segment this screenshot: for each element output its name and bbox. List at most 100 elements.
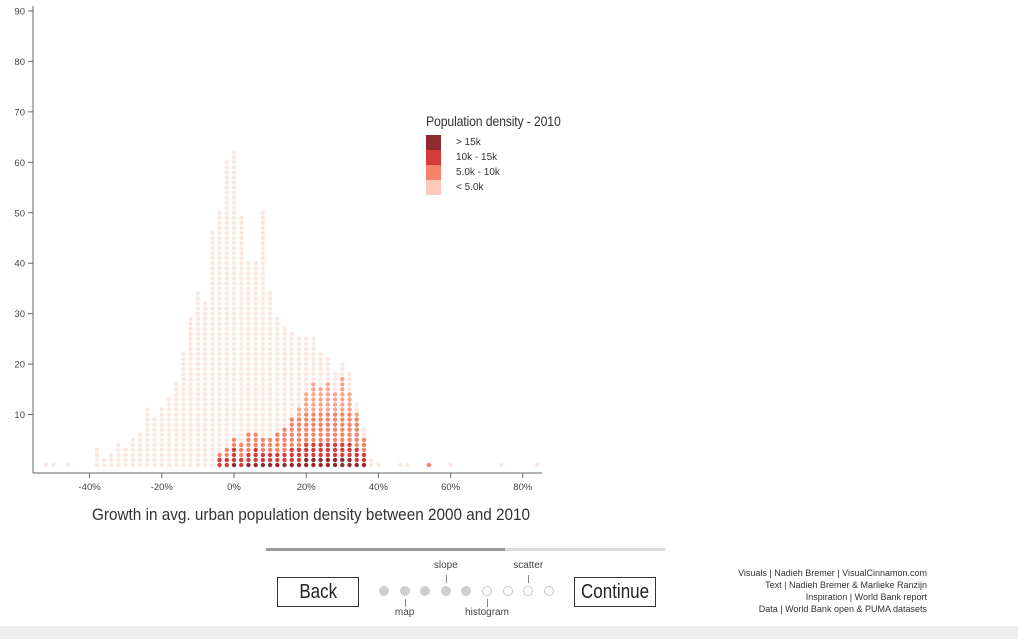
data-dot — [304, 417, 309, 422]
data-dot — [137, 432, 143, 437]
data-dot — [231, 225, 237, 231]
data-dot — [152, 457, 157, 463]
data-dot — [332, 452, 338, 458]
data-dot — [239, 422, 244, 427]
data-dot — [224, 462, 229, 468]
step-dot[interactable] — [482, 586, 492, 596]
data-dot — [282, 361, 287, 367]
data-dot — [296, 452, 302, 458]
data-dot — [210, 255, 215, 261]
data-dot — [253, 306, 258, 311]
data-dot — [260, 412, 266, 417]
data-dot — [275, 316, 280, 321]
data-dot — [137, 437, 143, 442]
data-dot — [202, 377, 208, 382]
data-dot — [325, 462, 331, 468]
data-dot — [152, 462, 157, 468]
data-dot — [231, 346, 237, 352]
step-dot[interactable] — [399, 586, 410, 596]
data-dot — [246, 427, 251, 432]
data-dot — [224, 240, 229, 246]
x-tick-label: -40% — [79, 482, 102, 493]
data-dot — [289, 397, 294, 402]
data-dot — [174, 437, 179, 442]
data-dot — [325, 452, 331, 458]
data-dot — [181, 452, 186, 458]
data-dot — [188, 447, 193, 453]
y-tick-label: 30 — [14, 309, 25, 320]
data-dot — [332, 422, 338, 427]
data-dot — [296, 351, 302, 357]
data-dot — [246, 462, 251, 468]
data-dot — [267, 291, 273, 296]
data-dot — [376, 462, 381, 468]
data-dot — [202, 346, 208, 352]
data-dot — [231, 235, 237, 241]
data-dot — [188, 316, 193, 321]
data-dot — [217, 427, 222, 432]
data-dot — [332, 437, 338, 442]
data-dot — [159, 462, 164, 468]
data-dot — [239, 311, 244, 316]
data-dot — [289, 356, 294, 362]
data-dot — [231, 215, 237, 220]
step-label[interactable]: map — [394, 607, 415, 618]
data-dot — [224, 457, 229, 463]
data-dot — [181, 427, 186, 432]
data-dot — [318, 366, 323, 372]
data-dot — [195, 346, 201, 352]
data-dot — [318, 371, 323, 377]
data-dot — [239, 437, 244, 442]
data-dot — [246, 306, 251, 311]
data-dot — [202, 437, 208, 442]
step-label[interactable]: scatter — [513, 560, 544, 571]
step-dot[interactable] — [379, 586, 389, 596]
data-dot — [340, 427, 345, 432]
data-dot — [267, 331, 273, 337]
data-dot — [289, 407, 294, 412]
data-dot — [260, 377, 266, 382]
continue-button[interactable]: Continue — [574, 577, 656, 607]
data-dot — [217, 366, 222, 372]
data-dot — [347, 427, 352, 432]
data-dot — [282, 382, 287, 387]
data-dot — [246, 281, 251, 286]
data-dot — [318, 452, 323, 458]
data-dot — [202, 402, 208, 407]
data-dot — [94, 457, 100, 463]
data-dot — [253, 382, 258, 387]
data-dot — [231, 255, 237, 261]
data-dot — [246, 326, 251, 331]
data-dot — [210, 351, 215, 357]
data-dot — [325, 457, 331, 463]
data-dot — [174, 407, 179, 412]
back-button[interactable]: Back — [277, 577, 359, 607]
data-dot — [275, 346, 280, 352]
data-dot — [239, 341, 244, 347]
data-dot — [231, 165, 237, 170]
dot-histogram-chart: 10 20 30 40 50 60 70 80 90 -40% -20% 0% 20% 40% 60% 80% — [14, 6, 542, 493]
step-dot[interactable] — [420, 586, 431, 596]
data-dot — [130, 442, 136, 448]
data-dot — [224, 230, 229, 236]
data-dot — [231, 427, 237, 432]
data-dot — [253, 447, 258, 453]
step-label[interactable]: slope — [433, 560, 458, 571]
data-dot — [267, 422, 273, 427]
step-dot[interactable] — [502, 586, 513, 596]
data-dot — [260, 417, 266, 422]
step-dot[interactable] — [440, 586, 451, 596]
data-dot — [296, 432, 302, 437]
data-dot — [267, 356, 273, 362]
data-dot — [260, 225, 266, 231]
data-dot — [181, 356, 186, 362]
data-dot — [246, 301, 251, 306]
step-label[interactable]: histogram — [465, 607, 509, 618]
step-dot[interactable] — [461, 586, 472, 596]
data-dot — [195, 437, 201, 442]
step-dot[interactable] — [543, 586, 554, 596]
data-dot — [224, 266, 229, 271]
data-dot — [304, 371, 309, 377]
step-dot[interactable] — [523, 586, 534, 596]
data-dot — [210, 437, 215, 442]
